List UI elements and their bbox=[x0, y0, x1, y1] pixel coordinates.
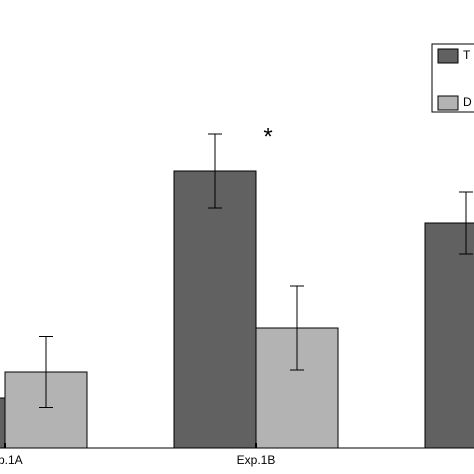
x-tick-label: Exp.1B bbox=[237, 453, 276, 467]
legend-label: D bbox=[463, 95, 472, 109]
annotation: * bbox=[263, 123, 272, 150]
bar bbox=[173, 170, 257, 449]
legend-swatch bbox=[437, 48, 459, 64]
x-tick-label: p.1A bbox=[0, 453, 23, 467]
error-bar bbox=[459, 191, 473, 255]
bar bbox=[0, 397, 6, 449]
error-bar bbox=[290, 285, 304, 371]
legend-swatch bbox=[437, 95, 459, 111]
bar bbox=[424, 222, 474, 449]
error-bar bbox=[208, 133, 222, 209]
legend-label: T bbox=[463, 48, 471, 62]
error-bar bbox=[39, 336, 53, 408]
